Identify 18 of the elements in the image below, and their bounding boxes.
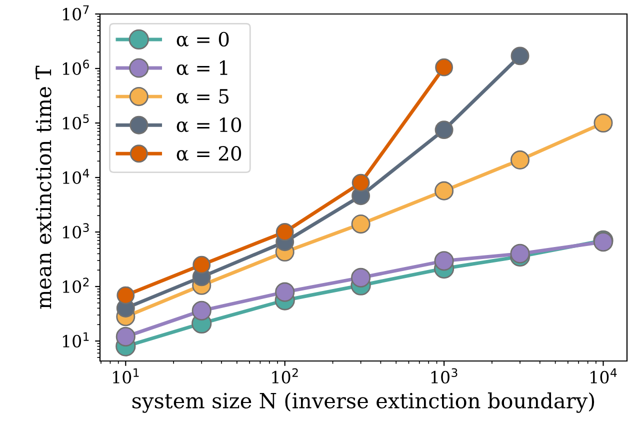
x-axis-title: system size N (inverse extinction boundary) [132,392,594,413]
legend-label: α = 5 [176,89,228,104]
y-tick-label: 10$^{1}$ [62,332,89,348]
legend-label: α = 1 [176,60,228,76]
legend-label: α = 10 [176,117,242,132]
y-tick-label: 10$^{6}$ [62,60,89,75]
x-tick-label: 10$^{4}$ [590,368,617,384]
y-tick-label: 10$^{2}$ [62,278,89,293]
x-tick-label: 10$^{1}$ [113,368,139,384]
y-tick-label: 10$^{4}$ [62,168,90,184]
y-axis-title: mean extinction time T̄ [36,66,52,309]
x-tick-label: 10$^{3}$ [431,368,458,384]
y-tick-label: 10$^{5}$ [62,114,89,130]
legend-label: α = 20 [176,146,242,161]
y-tick-label: 10$^{3}$ [62,223,89,238]
legend-label: α = 0 [176,32,229,47]
y-tick-label: 10$^{7}$ [62,5,89,20]
x-tick-label: 10$^{2}$ [272,368,298,384]
